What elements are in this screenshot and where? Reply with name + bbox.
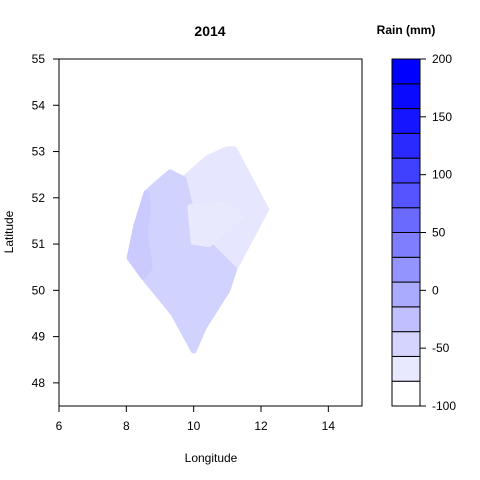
y-tick-label-0: 48 xyxy=(32,376,46,390)
y-tick-label-7: 55 xyxy=(32,52,46,66)
y-tick-label-5: 53 xyxy=(32,145,46,159)
colorbar-bin-3 xyxy=(391,306,421,333)
colorbar-tick-label-5: -50 xyxy=(432,341,450,355)
rain-regions xyxy=(126,146,270,354)
rain-region-2 xyxy=(126,190,153,280)
colorbar xyxy=(391,58,421,407)
colorbar-bin-11 xyxy=(391,108,421,134)
legend-title: Rain (mm) xyxy=(377,23,436,37)
colorbar-bin-5 xyxy=(391,256,421,283)
x-tick-label-2: 10 xyxy=(187,419,201,433)
colorbar-bin-7 xyxy=(391,207,421,233)
colorbar-bin-2 xyxy=(391,331,421,357)
colorbar-tick-label-2: 100 xyxy=(432,168,452,182)
colorbar-bin-10 xyxy=(391,132,421,159)
y-tick-label-6: 54 xyxy=(32,98,46,112)
colorbar-tick-label-1: 150 xyxy=(432,110,452,124)
rain-region-3 xyxy=(187,201,244,248)
x-axis-label: Longitude xyxy=(185,451,238,465)
chart-title: 2014 xyxy=(194,23,225,39)
y-axis-label: Latitude xyxy=(2,210,16,253)
rain-region-1 xyxy=(126,169,238,354)
y-tick-label-2: 50 xyxy=(32,283,46,297)
x-tick-label-1: 8 xyxy=(123,419,130,433)
colorbar-bin-9 xyxy=(391,157,421,184)
colorbar-bin-4 xyxy=(391,281,421,308)
colorbar-tick-label-3: 50 xyxy=(432,226,446,240)
colorbar-tick-label-0: 200 xyxy=(432,52,452,66)
y-tick-label-4: 52 xyxy=(32,191,46,205)
plot-frame xyxy=(58,58,363,407)
colorbar-tick-label-6: -100 xyxy=(432,399,456,413)
colorbar-bin-1 xyxy=(391,355,421,382)
colorbar-bin-8 xyxy=(391,182,421,209)
colorbar-bin-0 xyxy=(391,380,421,407)
y-axis: 48 49 50 51 52 53 54 55 xyxy=(32,52,59,390)
y-tick-label-1: 49 xyxy=(32,330,46,344)
x-tick-label-4: 14 xyxy=(322,419,336,433)
colorbar-axis: 200 150 100 50 0 -50 -100 xyxy=(420,52,456,413)
colorbar-bin-6 xyxy=(391,232,421,258)
x-tick-label-0: 6 xyxy=(56,419,63,433)
x-axis: 6 8 10 12 14 xyxy=(56,406,336,433)
colorbar-bin-13 xyxy=(391,58,421,85)
colorbar-tick-label-4: 0 xyxy=(432,283,439,297)
colorbar-bin-12 xyxy=(391,83,421,110)
x-tick-label-3: 12 xyxy=(254,419,268,433)
y-tick-label-3: 51 xyxy=(32,237,46,251)
